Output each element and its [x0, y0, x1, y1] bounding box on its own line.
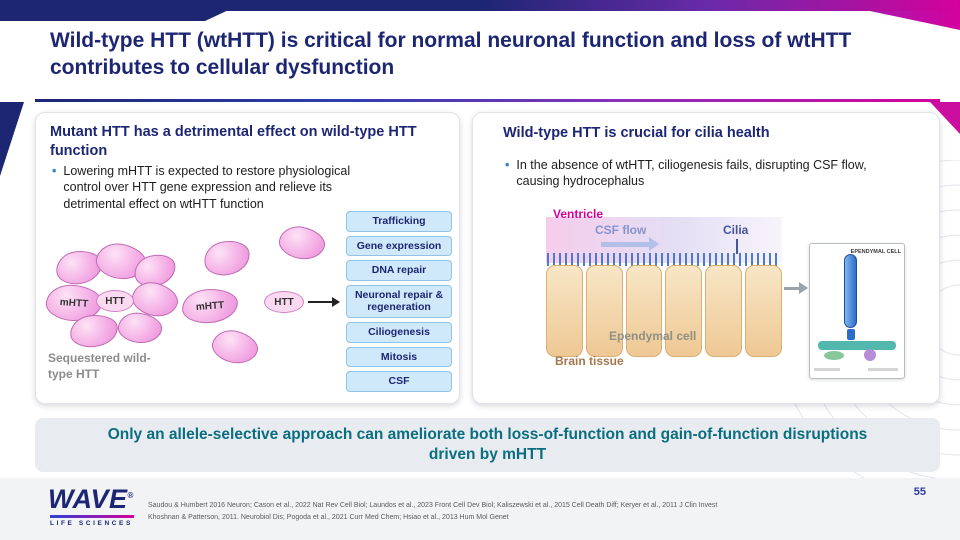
ependymal-cell — [705, 265, 743, 357]
header-right-wedge — [865, 10, 960, 30]
htt-function-box: Ciliogenesis — [346, 321, 452, 343]
ependymal-inset: EPENDYMAL CELL — [809, 243, 905, 379]
cilia-pointer-line — [736, 239, 738, 254]
htt-function-arrow-head — [332, 297, 340, 307]
left-panel-bullet-text: Lowering mHTT is expected to restore phy… — [63, 164, 351, 211]
references-line-2: Khoshnan & Patterson, 2011. Neurobiol Di… — [148, 513, 509, 521]
references: Saudou & Humbert 2016 Neuron; Cason et a… — [148, 500, 808, 523]
ependymal-cells — [546, 265, 782, 357]
ependymal-cell-label: Ependymal cell — [609, 329, 697, 343]
ventricle-label: Ventricle — [553, 207, 604, 221]
header-left-wedge — [0, 0, 250, 21]
htt-function-box: DNA repair — [346, 260, 452, 281]
primary-cilium-graphic — [844, 254, 857, 328]
inset-arrow-head — [799, 282, 808, 294]
mhtt-blob — [201, 237, 253, 279]
brain-tissue-label: Brain tissue — [555, 354, 624, 368]
basal-body-graphic — [847, 329, 855, 340]
right-panel-bullet-text: In the absence of wtHTT, ciliogenesis fa… — [516, 158, 867, 189]
inset-arrow — [784, 287, 799, 290]
left-panel-heading: Mutant HTT has a detrimental effect on w… — [50, 124, 417, 159]
mhtt-blob-labeled: mHTT — [180, 287, 240, 325]
header-accent-bar — [0, 0, 960, 11]
htt-function-box: Mitosis — [346, 346, 452, 368]
wave-logo-wordmark: WAVE® — [48, 484, 134, 514]
sequestered-label: Sequestered wild-type HTT — [48, 351, 151, 381]
right-panel-bullet: In the absence of wtHTT, ciliogenesis fa… — [505, 157, 903, 190]
htt-oval-free: HTT — [264, 291, 304, 313]
mhtt-blob — [208, 325, 262, 369]
key-message-banner: Only an allele-selective approach can am… — [35, 418, 940, 472]
slide-title: Wild-type HTT (wtHTT) is critical for no… — [50, 29, 852, 80]
htt-function-box: Neuronal repair & regeneration — [346, 284, 452, 318]
left-panel-bullet: Lowering mHTT is expected to restore phy… — [52, 163, 370, 212]
page-number: 55 — [913, 486, 926, 498]
cilia-label: Cilia — [723, 223, 749, 237]
mutant-htt-panel: Mutant HTT has a detrimental effect on w… — [35, 112, 460, 404]
htt-function-box: CSF — [346, 371, 452, 392]
htt-function-arrow — [308, 301, 332, 303]
wave-logo-gradient-bar — [50, 515, 134, 518]
htt-oval-sequestered: HTT — [96, 290, 134, 312]
organelle-graphic — [864, 349, 876, 361]
bullet-dot-icon — [505, 157, 509, 190]
bullet-dot-icon — [52, 163, 56, 212]
inset-title: EPENDYMAL CELL — [850, 249, 901, 255]
htt-function-box: Gene expression — [346, 235, 452, 257]
inset-caption-line — [868, 368, 898, 371]
registered-mark: ® — [127, 491, 134, 500]
footer: WAVE® LIFE SCIENCES Saudou & Humbert 201… — [0, 478, 960, 540]
htt-function-list: Trafficking Gene expression DNA repair N… — [346, 211, 452, 392]
organelle-graphic — [824, 351, 844, 360]
ependymal-cell — [625, 265, 663, 357]
csf-flow-arrow-head — [649, 237, 659, 251]
wave-logo: WAVE® LIFE SCIENCES — [48, 486, 134, 527]
csf-flow-arrow — [601, 242, 649, 247]
right-panel-heading: Wild-type HTT is crucial for cilia healt… — [503, 125, 770, 141]
cilia-strip — [547, 253, 781, 266]
cilia-panel: Wild-type HTT is crucial for cilia healt… — [472, 112, 940, 404]
ependymal-cell — [665, 265, 703, 357]
left-edge-wedge — [0, 102, 24, 176]
ependymal-cell — [546, 265, 583, 357]
ependymal-cell — [745, 265, 782, 357]
apical-surface-graphic — [818, 341, 896, 350]
key-message-text: Only an allele-selective approach can am… — [107, 425, 868, 463]
wave-logo-subtext: LIFE SCIENCES — [50, 520, 133, 527]
htt-function-box: Trafficking — [346, 211, 452, 232]
mhtt-blob — [276, 222, 328, 264]
inset-caption-line — [814, 368, 840, 371]
title-divider — [35, 99, 940, 102]
references-line-1: Saudou & Humbert 2016 Neuron; Cason et a… — [148, 502, 718, 509]
csf-flow-label: CSF flow — [595, 223, 647, 237]
ependymal-cell — [585, 265, 623, 357]
